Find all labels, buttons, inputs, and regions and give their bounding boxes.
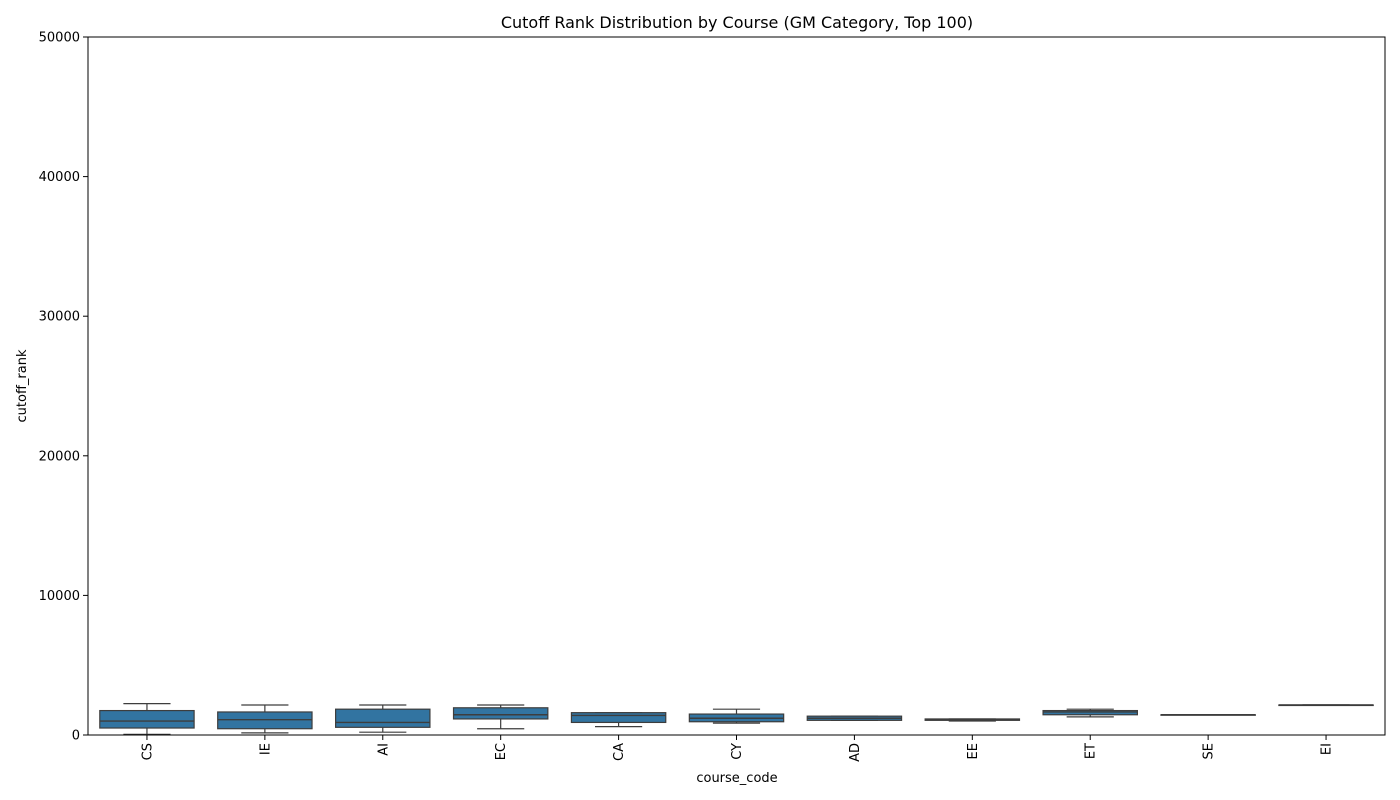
x-axis-label: course_code <box>696 771 777 786</box>
y-tick-label: 30000 <box>39 310 80 325</box>
box-CA <box>570 712 667 724</box>
x-tick-label: CS <box>140 743 155 760</box>
x-tick-label: ET <box>1084 743 1099 759</box>
x-tick-label: AI <box>376 743 391 756</box>
x-tick-label: CY <box>730 743 745 760</box>
x-tick-label: EE <box>966 743 981 759</box>
y-axis-label: cutoff_rank <box>15 349 30 422</box>
plot-area: 0 10000 20000 30000 40000 50000 CS IE AI EC CA CY AD… <box>39 31 1374 762</box>
x-tick-label: SE <box>1202 743 1217 759</box>
chart-title: Cutoff Rank Distribution by Course (GM C… <box>501 13 973 32</box>
box-AI <box>335 708 431 728</box>
x-tick-label: EC <box>494 743 509 760</box>
y-tick-label: 40000 <box>39 170 80 185</box>
x-tick-label: EI <box>1320 743 1335 755</box>
x-tick-label: AD <box>848 743 863 762</box>
box-CS <box>99 709 195 729</box>
y-tick-label: 0 <box>72 729 80 744</box>
box-EC <box>452 707 549 720</box>
y-tick-label: 10000 <box>39 589 80 604</box>
y-tick-label: 20000 <box>39 449 80 464</box>
x-tick-label: CA <box>612 743 627 761</box>
y-tick-label: 50000 <box>39 31 80 46</box>
x-tick-label: IE <box>258 743 273 755</box>
plot-frame <box>87 36 1386 736</box>
